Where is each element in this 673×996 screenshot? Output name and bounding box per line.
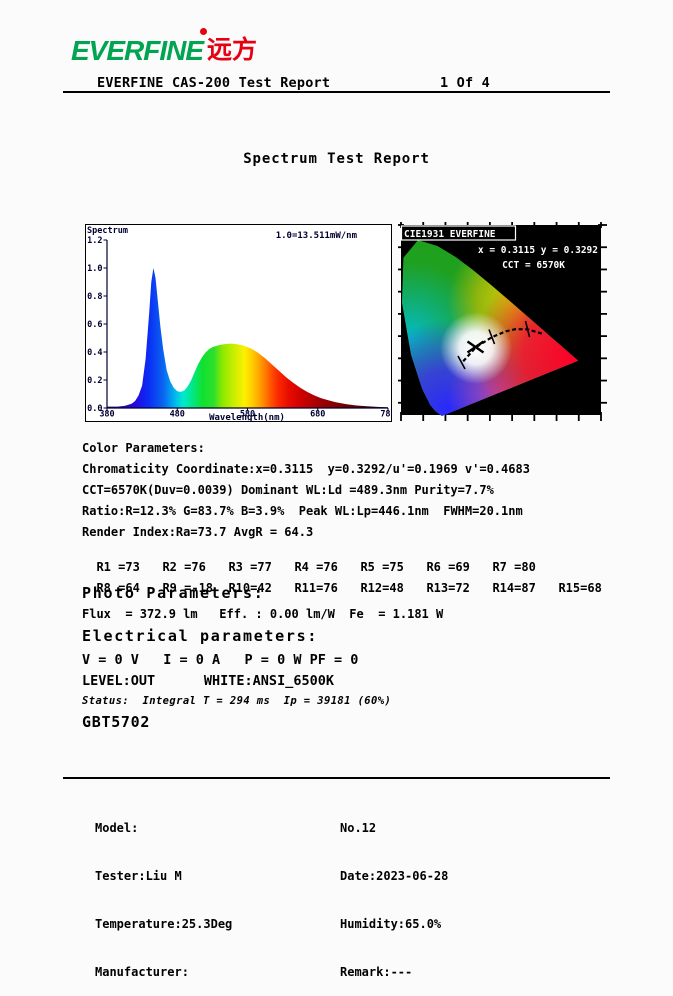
- report-title: Spectrum Test Report: [243, 151, 430, 167]
- cri-value: R13=72: [426, 581, 470, 595]
- svg-text:0.8: 0.8: [87, 292, 102, 302]
- tester-label: Tester:Liu M: [95, 869, 182, 883]
- spectrum-scale-note: 1.0=13.511mW/nm: [276, 231, 358, 241]
- status-line: Status: Integral T = 294 ms Ip = 39181 (…: [82, 695, 392, 707]
- cie-title: CIE1931 EVERFINE: [404, 229, 496, 240]
- render-index-line: Render Index:Ra=73.7 AvgR = 64.3: [82, 525, 314, 539]
- electrical-vipf-line: V = 0 V I = 0 A P = 0 W PF = 0: [82, 652, 359, 668]
- cri-value: R6 =69: [426, 560, 470, 574]
- chromaticity-line: Chromaticity Coordinate:x=0.3115 y=0.329…: [82, 462, 530, 476]
- standard-label: GBT5702: [82, 713, 151, 731]
- number-label: No.12: [340, 821, 377, 835]
- header-rule: [63, 91, 610, 93]
- cri-value: R2 =76: [162, 560, 206, 574]
- svg-text:0.6: 0.6: [87, 320, 102, 330]
- spectrum-curve: [107, 268, 388, 408]
- cct-graduation: [524, 320, 531, 338]
- remark-label: Remark:---: [340, 965, 413, 979]
- cri-value: R3 =77: [228, 560, 272, 574]
- svg-text:380: 380: [99, 410, 114, 420]
- cri-value: R9 =-18: [162, 581, 214, 595]
- cri-value: R15=68: [558, 581, 602, 595]
- cie-title-box: [400, 225, 517, 241]
- photo-params-heading: Photo Parameters:: [82, 584, 265, 602]
- x-axis-ticks: 380 480 580 680 780: [99, 408, 392, 420]
- cri-value: R4 =76: [294, 560, 338, 574]
- svg-text:680: 680: [310, 410, 325, 420]
- report-page: { "brand": { "name": "EVERFINE", "cn": "…: [63, 28, 624, 979]
- flux-line: Flux = 372.9 lm Eff. : 0.00 lm/W Fe = 1.…: [82, 607, 444, 621]
- cri-row-2: R8 =64 R9 =-18 R10=42 R11=76 R12=48 R13=72 R14…: [82, 567, 624, 595]
- y-axis-ticks: 0.0 0.2 0.4 0.6 0.8 1.0 1.2: [87, 236, 107, 414]
- x-axis-label: Wavelength(nm): [209, 413, 285, 422]
- svg-text:1.2: 1.2: [87, 236, 102, 246]
- manufacturer-label: Manufacturer:: [95, 965, 189, 979]
- spectrum-chart: Spectrum 1.0=13.511mW/nm 380 480 580 680 78 0…: [85, 224, 392, 422]
- brand-logo-text: EVERFINE: [71, 35, 204, 66]
- svg-text:0.4: 0.4: [87, 348, 102, 358]
- svg-text:1.0: 1.0: [87, 264, 102, 274]
- cri-value: R5 =75: [360, 560, 404, 574]
- footer-left-column: Model: Tester:Liu M Temperature:25.3Deg …: [95, 788, 232, 996]
- cct-graduation: [457, 355, 466, 370]
- cri-row-1: R1 =73 R2 =76 R3 =77 R4 =76 R5 =75 R6 =69 R7 =…: [82, 546, 558, 574]
- cri-value: R8 =64: [96, 581, 140, 595]
- cie-cct-value: CCT = 6570K: [502, 260, 565, 271]
- cri-value: R7 =80: [492, 560, 536, 574]
- cri-value: R10=42: [228, 581, 272, 595]
- svg-text:580: 580: [240, 410, 255, 420]
- level-white-line: LEVEL:OUT WHITE:ANSI_6500K: [82, 673, 334, 689]
- brand-logo: EVERFINE 远方: [71, 28, 258, 70]
- svg-text:780: 780: [380, 410, 392, 420]
- electrical-params-heading: Electrical parameters:: [82, 627, 319, 645]
- footer-rule: [63, 777, 610, 779]
- svg-text:0.0: 0.0: [87, 404, 102, 414]
- brand-logo-cn: 远方: [207, 35, 258, 64]
- svg-text:0.2: 0.2: [87, 376, 102, 386]
- svg-text:480: 480: [170, 410, 185, 420]
- cri-value: R14=87: [492, 581, 536, 595]
- chromaticity-point-marker: [466, 340, 485, 354]
- ratio-line: Ratio:R=12.3% G=83.7% B=3.9% Peak WL:Lp=…: [82, 504, 523, 518]
- logo-dot-icon: [200, 28, 207, 35]
- spectrum-chart-title: Spectrum: [87, 226, 128, 236]
- cct-graduation: [488, 329, 496, 345]
- color-params-heading: Color Parameters:: [82, 441, 205, 455]
- cie-diagram: CIE1931 EVERFINE x = 0.3115 y = 0.3292 C…: [398, 222, 607, 421]
- humidity-label: Humidity:65.0%: [340, 917, 442, 931]
- page-number: 1 Of 4: [440, 75, 490, 91]
- cri-value: R12=48: [360, 581, 404, 595]
- footer-right-column: No.12 Date:2023-06-28 Humidity:65.0% Rem…: [340, 788, 448, 996]
- cri-value: R1 =73: [96, 560, 140, 574]
- cie-xy-value: x = 0.3115 y = 0.3292: [478, 245, 598, 256]
- model-label: Model:: [95, 821, 139, 835]
- temperature-label: Temperature:25.3Deg: [95, 917, 233, 931]
- date-label: Date:2023-06-28: [340, 869, 449, 883]
- cri-value: R11=76: [294, 581, 338, 595]
- cct-line: CCT=6570K(Duv=0.0039) Dominant WL:Ld =48…: [82, 483, 494, 497]
- header-title: EVERFINE CAS-200 Test Report: [97, 75, 331, 91]
